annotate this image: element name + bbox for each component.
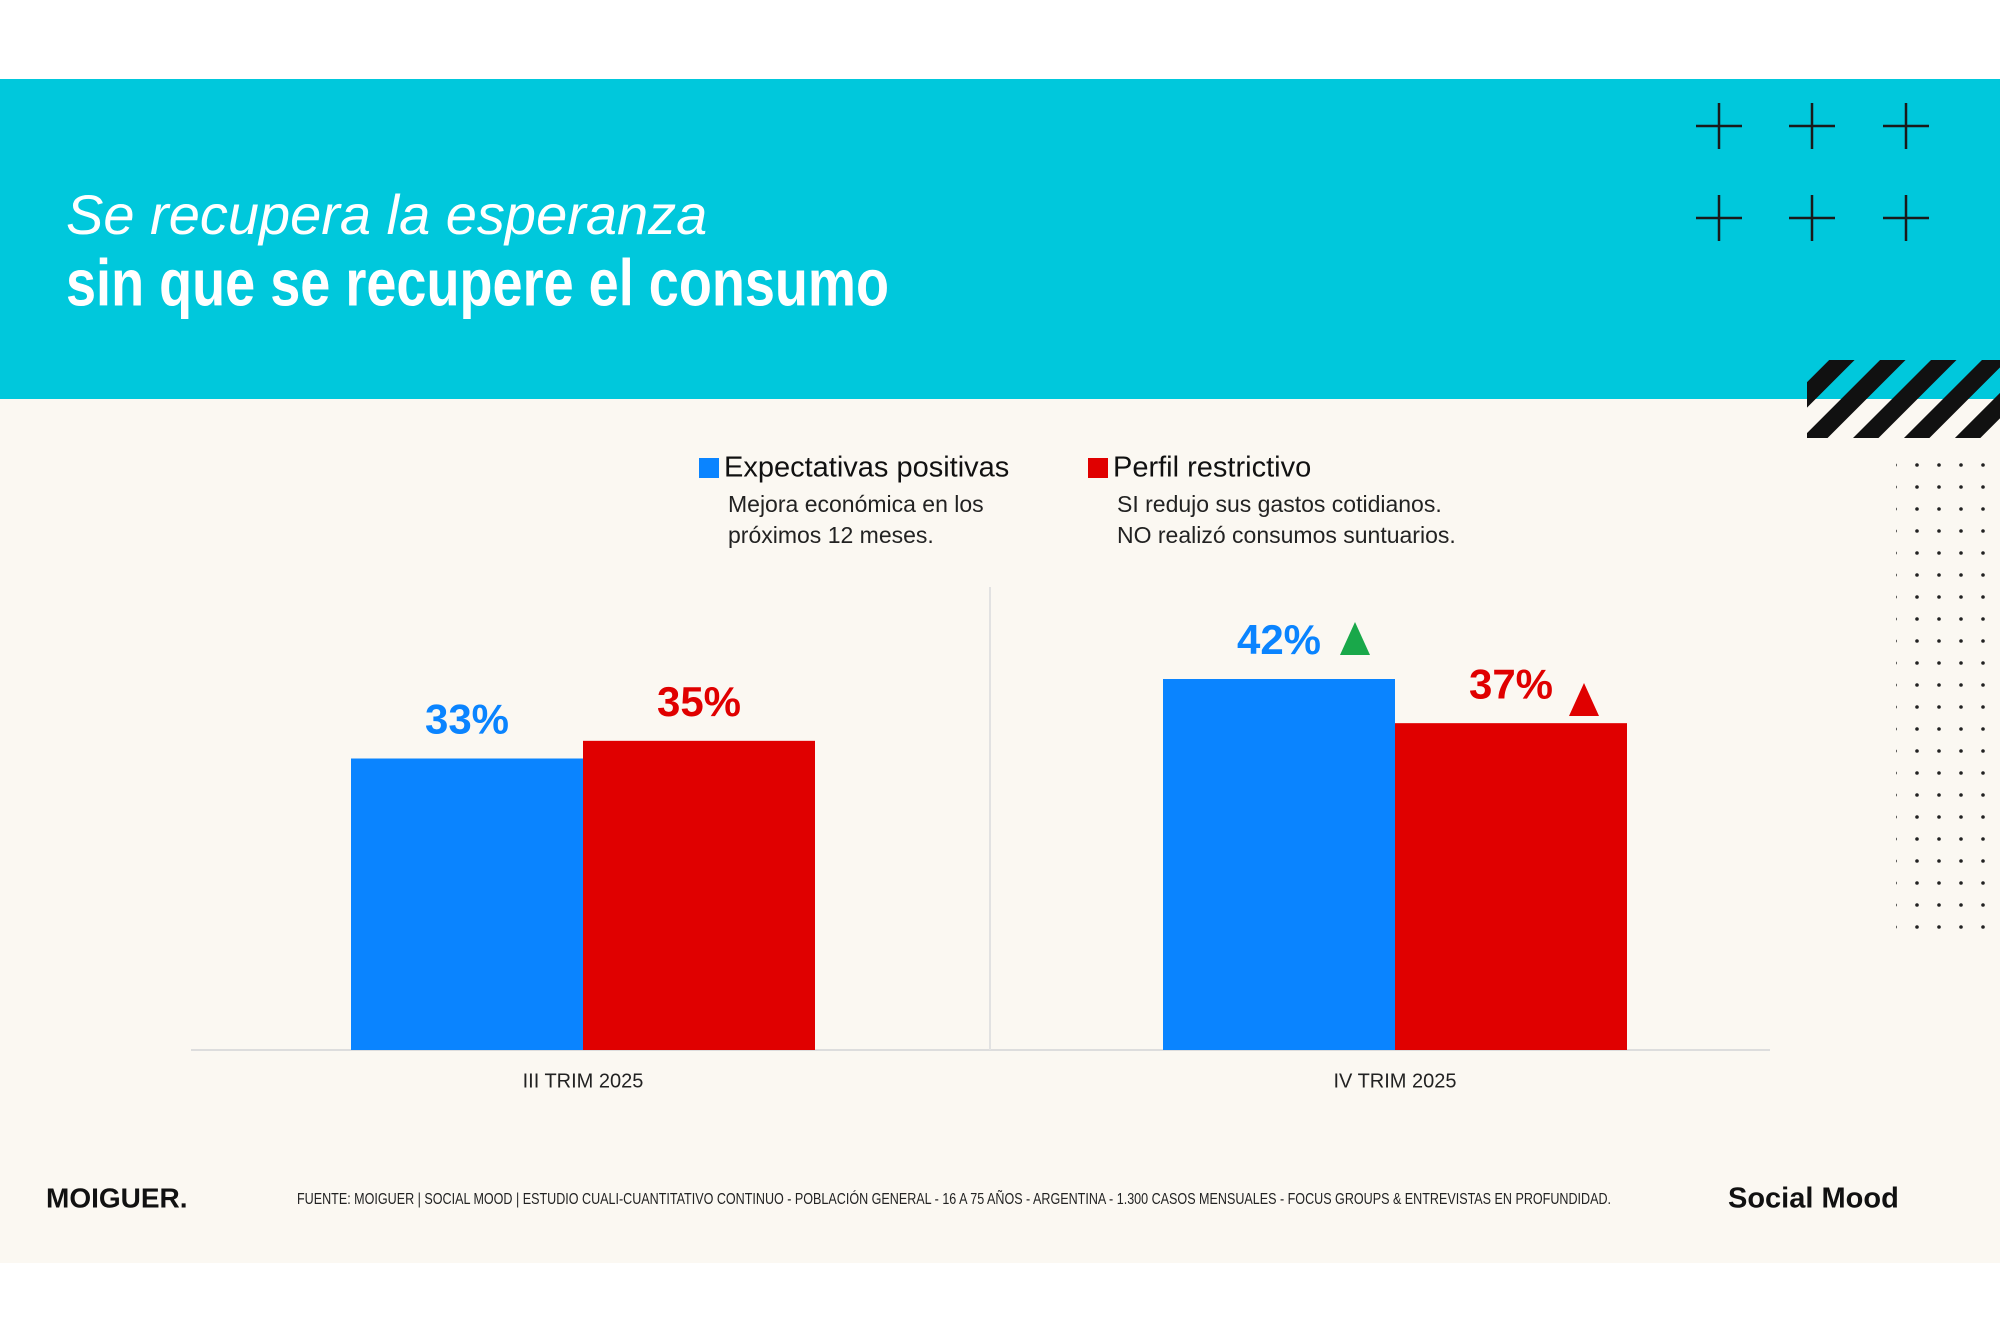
value-label: 37% [1469,660,1553,707]
title-line1: Se recupera la esperanza [66,183,707,246]
content-background [0,399,2000,1263]
x-tick-label: III TRIM 2025 [523,1070,644,1092]
bar [583,740,815,1050]
title-line2: sin que se recupere el consumo [66,245,889,319]
x-tick-label: IV TRIM 2025 [1333,1070,1456,1092]
legend-description: Mejora económica en los [728,491,984,517]
header-band [0,79,2000,399]
bar [351,758,583,1050]
legend-swatch [1088,458,1108,478]
legend-description: próximos 12 meses. [728,522,934,548]
legend-description: NO realizó consumos suntuarios. [1117,522,1456,548]
brand: Social Mood [1728,1183,1899,1215]
decor-stripes [1807,360,2000,438]
legend-label: Perfil restrictivo [1113,452,1311,484]
trend-up-icon [1569,683,1599,716]
bar [1395,723,1627,1050]
decor-crosses [1696,103,1929,241]
legend-description: SI redujo sus gastos cotidianos. [1117,491,1442,517]
source-note: FUENTE: MOIGUER | SOCIAL MOOD | ESTUDIO … [297,1188,1611,1208]
legend-label: Expectativas positivas [724,452,1009,484]
value-label: 33% [425,696,509,743]
bar [1163,679,1395,1050]
decor-dots [1896,447,1988,939]
logo: MOIGUER. [46,1182,188,1213]
value-label: 42% [1237,616,1321,663]
value-label: 35% [657,678,741,725]
trend-up-icon [1340,622,1370,655]
legend-swatch [699,458,719,478]
